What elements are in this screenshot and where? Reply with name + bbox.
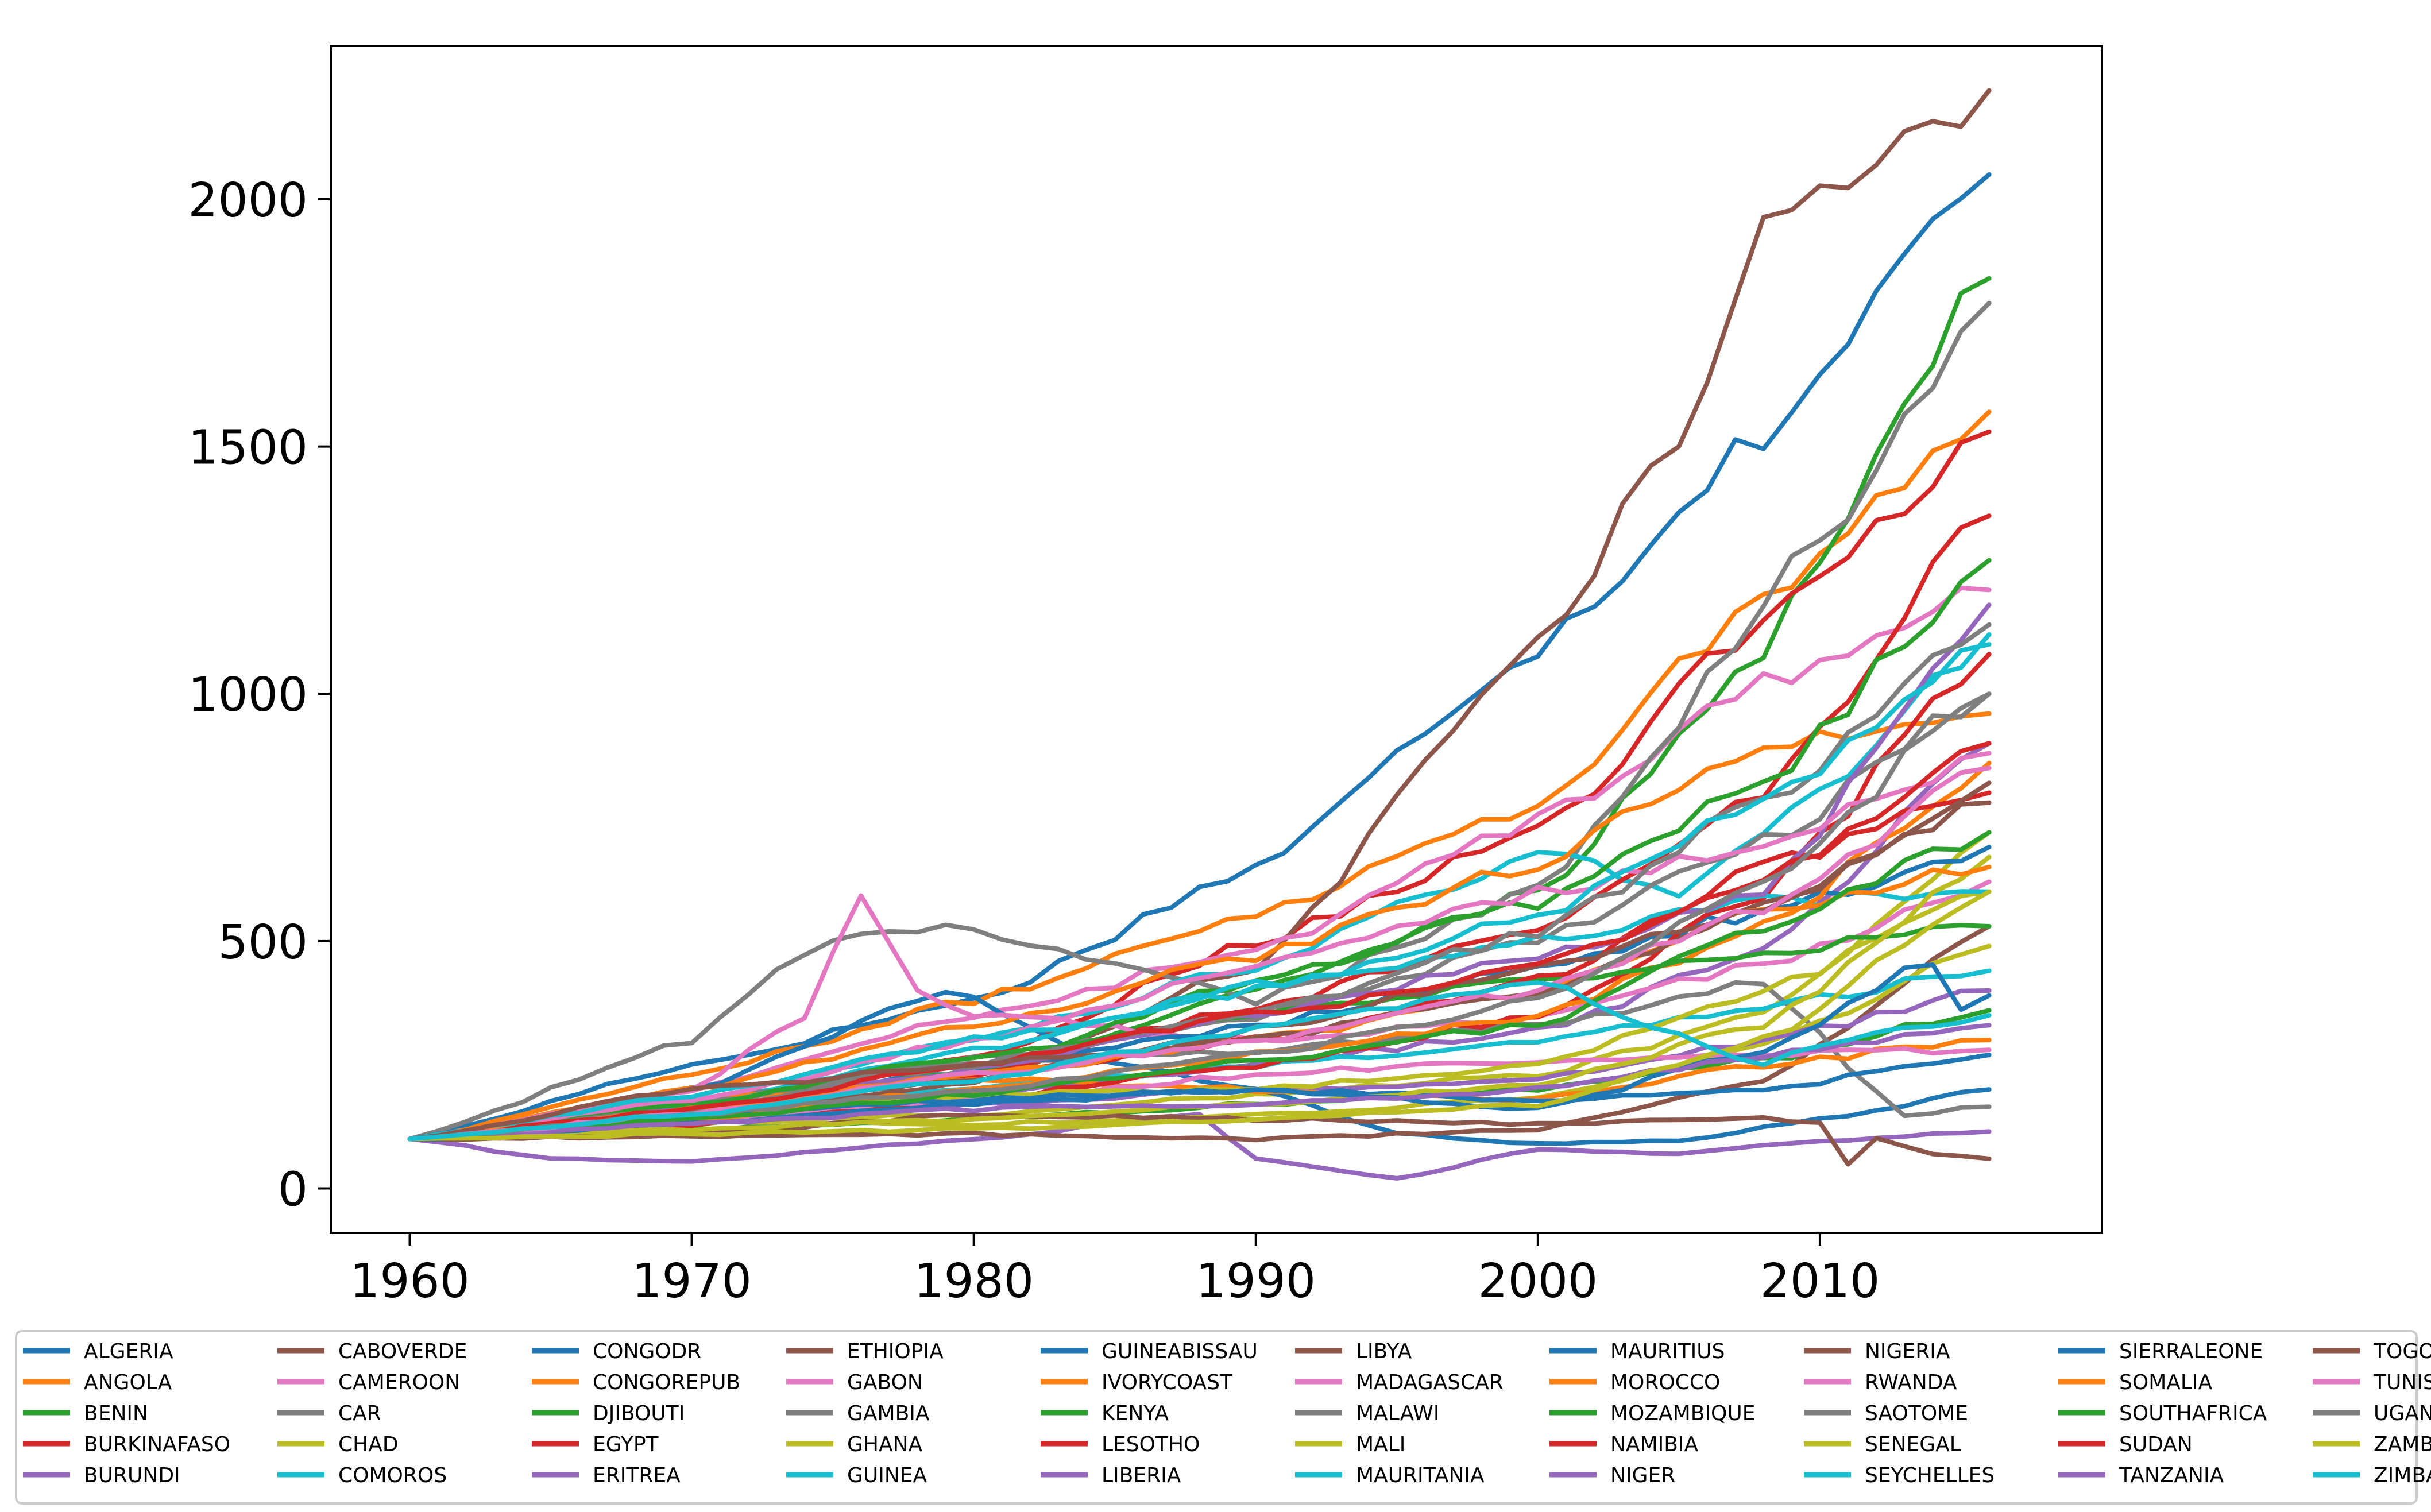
legend-label: LIBERIA <box>1102 1464 1181 1487</box>
legend-label: MAURITIUS <box>1610 1340 1725 1363</box>
legend-label: NIGER <box>1610 1464 1675 1487</box>
x-tick-label: 2000 <box>1478 1254 1598 1309</box>
series-layer <box>407 88 1992 1181</box>
y-tick-label: 500 <box>218 915 308 970</box>
legend-label: SEYCHELLES <box>1865 1464 1995 1487</box>
legend-label: COMOROS <box>338 1464 447 1487</box>
legend: ALGERIA ANGOLA BENIN BURKINAFASO BURUNDI CABO… <box>15 1330 2431 1505</box>
series-line-algeria <box>407 172 1992 1142</box>
x-tick-label: 1960 <box>350 1254 470 1309</box>
legend-label: SUDAN <box>2119 1433 2193 1456</box>
legend-label: KENYA <box>1102 1402 1169 1425</box>
legend-label: IVORYCOAST <box>1102 1371 1233 1394</box>
legend-label: SIERRALEONE <box>2119 1340 2263 1363</box>
legend-label: SAOTOME <box>1865 1402 1968 1425</box>
legend-label: SOUTHAFRICA <box>2119 1402 2267 1425</box>
legend-label: CONGOREPUB <box>593 1371 740 1394</box>
series-line-zambia <box>407 889 1992 1142</box>
legend-label: MALAWI <box>1356 1402 1439 1425</box>
legend-label: ANGOLA <box>84 1371 172 1394</box>
x-tick-label: 1980 <box>914 1254 1034 1309</box>
legend-label: BURKINAFASO <box>84 1433 230 1456</box>
y-tick-label: 1000 <box>188 668 308 722</box>
series-line-car <box>407 300 1992 1142</box>
y-tick-label: 2000 <box>188 173 308 228</box>
legend-label: RWANDA <box>1865 1371 1957 1394</box>
legend-label: DJIBOUTI <box>593 1402 685 1425</box>
series-line-seychelles <box>407 642 1992 1142</box>
legend-label: CHAD <box>338 1433 399 1456</box>
legend-label: EGYPT <box>593 1433 659 1456</box>
legend-label: GABON <box>847 1371 923 1394</box>
legend-label: CAR <box>338 1402 381 1425</box>
y-tick-label: 1500 <box>188 421 308 475</box>
legend-label: SOMALIA <box>2119 1371 2213 1394</box>
plot-frame <box>330 45 2103 1234</box>
legend-label: MOROCCO <box>1610 1371 1720 1394</box>
series-line-southafrica <box>407 830 1992 1142</box>
legend-label: NIGERIA <box>1865 1340 1950 1363</box>
legend-label: LESOTHO <box>1102 1433 1200 1456</box>
y-axis: 0 500 1000 1500 2000 <box>188 173 331 1217</box>
series-line-tanzania <box>407 1023 1992 1142</box>
legend-label: MAURITANIA <box>1356 1464 1485 1487</box>
legend-label: TOGO <box>2373 1340 2431 1363</box>
legend-label: ZAMBIA <box>2374 1433 2431 1456</box>
legend-label: BENIN <box>84 1402 148 1425</box>
legend-frame <box>15 1330 2418 1505</box>
legend-label: GHANA <box>847 1433 923 1456</box>
series-line-rwanda <box>407 751 1992 1142</box>
series-line-burundi <box>407 1112 1992 1181</box>
series-line-sudan <box>407 741 1992 1142</box>
legend-label: ETHIOPIA <box>847 1340 944 1363</box>
legend-label: MALI <box>1356 1433 1405 1456</box>
legend-label: UGANDA <box>2374 1402 2431 1425</box>
legend-label: GUINEABISSAU <box>1102 1340 1258 1363</box>
legend-label: GUINEA <box>847 1464 927 1487</box>
x-tick-label: 1990 <box>1196 1254 1316 1309</box>
legend-label: CABOVERDE <box>338 1340 467 1363</box>
legend-label: TUNISIA <box>2373 1371 2431 1394</box>
legend-label: CONGODR <box>593 1340 701 1363</box>
legend-label: ALGERIA <box>84 1340 173 1363</box>
x-axis: 1960 1970 1980 1990 2000 2010 <box>350 1233 1880 1309</box>
legend-label: TANZANIA <box>2119 1464 2224 1487</box>
y-tick-label: 0 <box>278 1162 308 1217</box>
legend-label: ZIMBABWE <box>2374 1464 2431 1487</box>
series-line-zimbabwe <box>407 980 1992 1142</box>
legend-label: BURUNDI <box>84 1464 180 1487</box>
legend-label: NAMIBIA <box>1610 1433 1699 1456</box>
legend-label: MADAGASCAR <box>1356 1371 1504 1394</box>
x-tick-label: 2010 <box>1760 1254 1880 1309</box>
legend-label: GAMBIA <box>847 1402 930 1425</box>
x-tick-label: 1970 <box>632 1254 752 1309</box>
legend-label: MOZAMBIQUE <box>1610 1402 1756 1425</box>
legend-label: ERITREA <box>593 1464 681 1487</box>
legend-label: SENEGAL <box>1865 1433 1961 1456</box>
legend-label: CAMEROON <box>338 1371 460 1394</box>
series-line-angola <box>407 409 1992 1142</box>
legend-label: LIBYA <box>1356 1340 1412 1363</box>
